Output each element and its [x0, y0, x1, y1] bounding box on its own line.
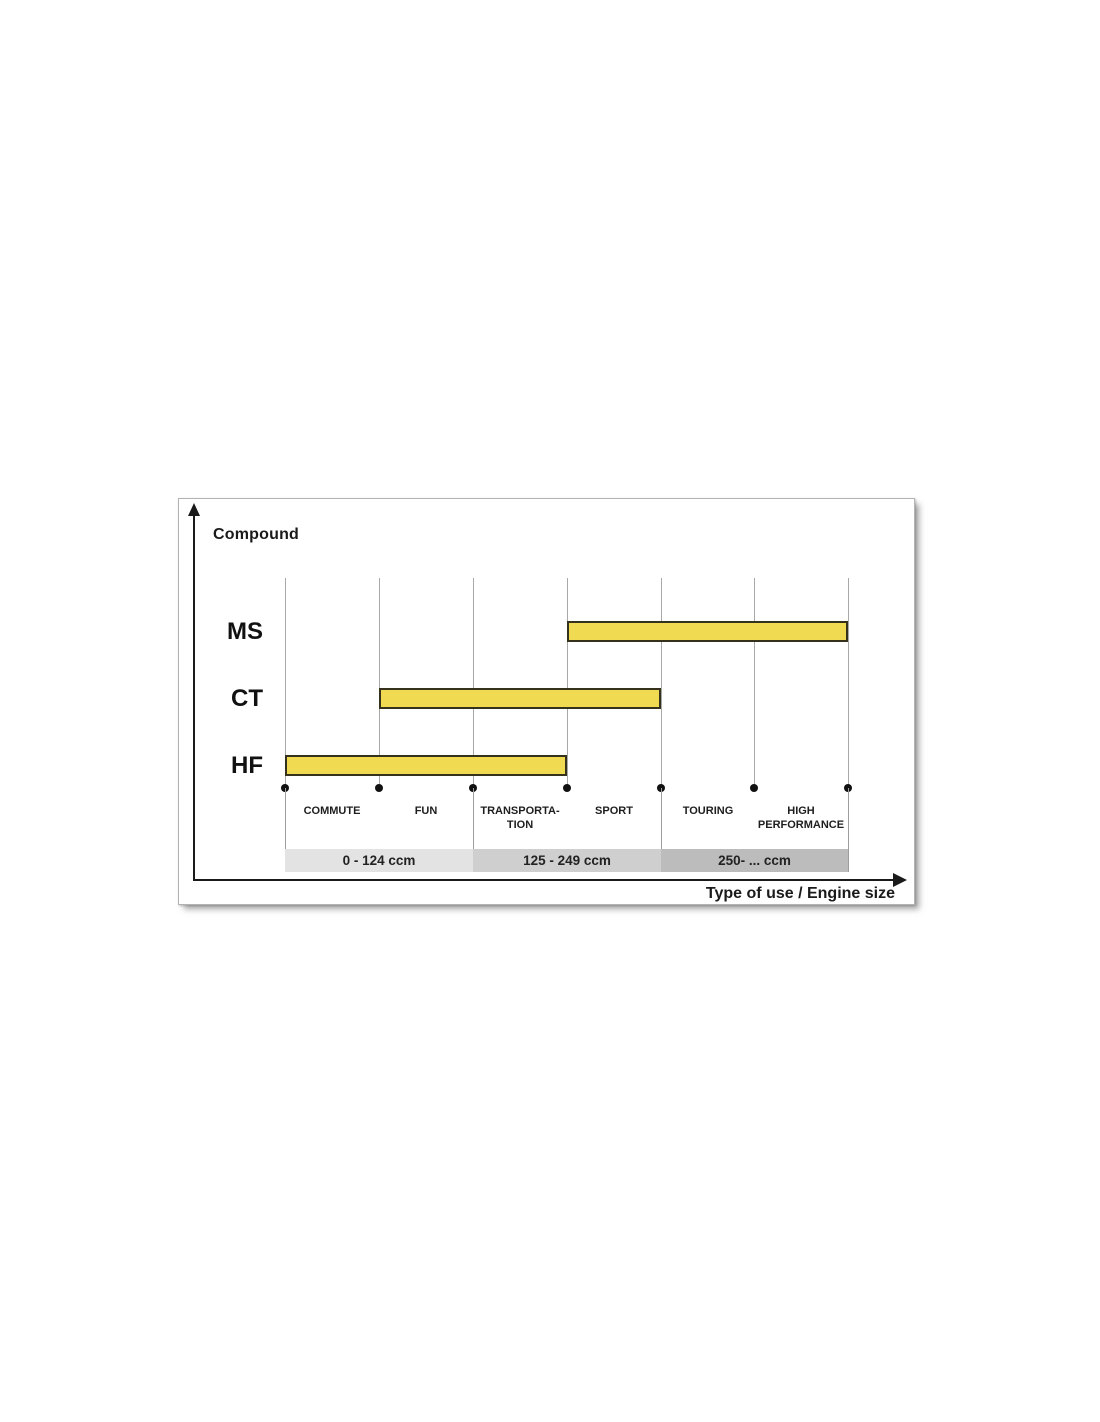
tick-dot [750, 784, 758, 792]
category-label-line: TION [506, 819, 534, 831]
tick-dot [563, 784, 571, 792]
category-label-line: SPORT [595, 805, 633, 817]
gridline [754, 578, 755, 789]
category-label-line: FUN [414, 805, 438, 817]
engine-band-0-124: 0 - 124 ccm [285, 849, 473, 872]
band-boundary-line [473, 788, 474, 872]
row-label-ct: CT [231, 685, 263, 712]
category-label-touring: TOURING [661, 804, 755, 818]
range-bar-ms [567, 621, 848, 642]
category-label-line: PERFORMANCE [757, 819, 845, 831]
category-label-line: TOURING [682, 805, 734, 817]
gridline [379, 578, 380, 789]
band-boundary-line [848, 788, 849, 872]
chart-panel: Compound MS CT HF COMMUTE FUN TRANSPORTA… [178, 498, 915, 905]
range-bar-ct [379, 688, 661, 709]
category-label-high-performance: HIGH PERFORMANCE [754, 804, 848, 832]
gridline [473, 578, 474, 789]
gridline [661, 578, 662, 789]
gridline [567, 578, 568, 789]
engine-band-125-249: 125 - 249 ccm [473, 849, 661, 872]
gridline [848, 578, 849, 789]
category-label-sport: SPORT [567, 804, 661, 818]
category-label-transportation: TRANSPORTA- TION [473, 804, 567, 832]
x-axis-arrow-icon [893, 873, 907, 887]
y-axis-arrow-icon [188, 503, 200, 516]
band-boundary-line [661, 788, 662, 872]
category-label-fun: FUN [379, 804, 473, 818]
range-bar-hf [285, 755, 567, 776]
band-boundary-line [285, 788, 286, 872]
category-label-commute: COMMUTE [285, 804, 379, 818]
x-axis [193, 879, 895, 881]
row-label-hf: HF [231, 752, 263, 779]
engine-band-250-plus: 250- ... ccm [661, 849, 848, 872]
category-label-line: COMMUTE [303, 805, 361, 817]
category-label-line: TRANSPORTA- [480, 805, 560, 817]
y-axis-title: Compound [213, 526, 300, 543]
gridline [285, 578, 286, 789]
x-axis-title: Type of use / Engine size [705, 885, 895, 902]
y-axis [193, 515, 195, 881]
tick-dot [375, 784, 383, 792]
row-label-ms: MS [227, 618, 263, 645]
category-label-line: HIGH [787, 805, 815, 817]
